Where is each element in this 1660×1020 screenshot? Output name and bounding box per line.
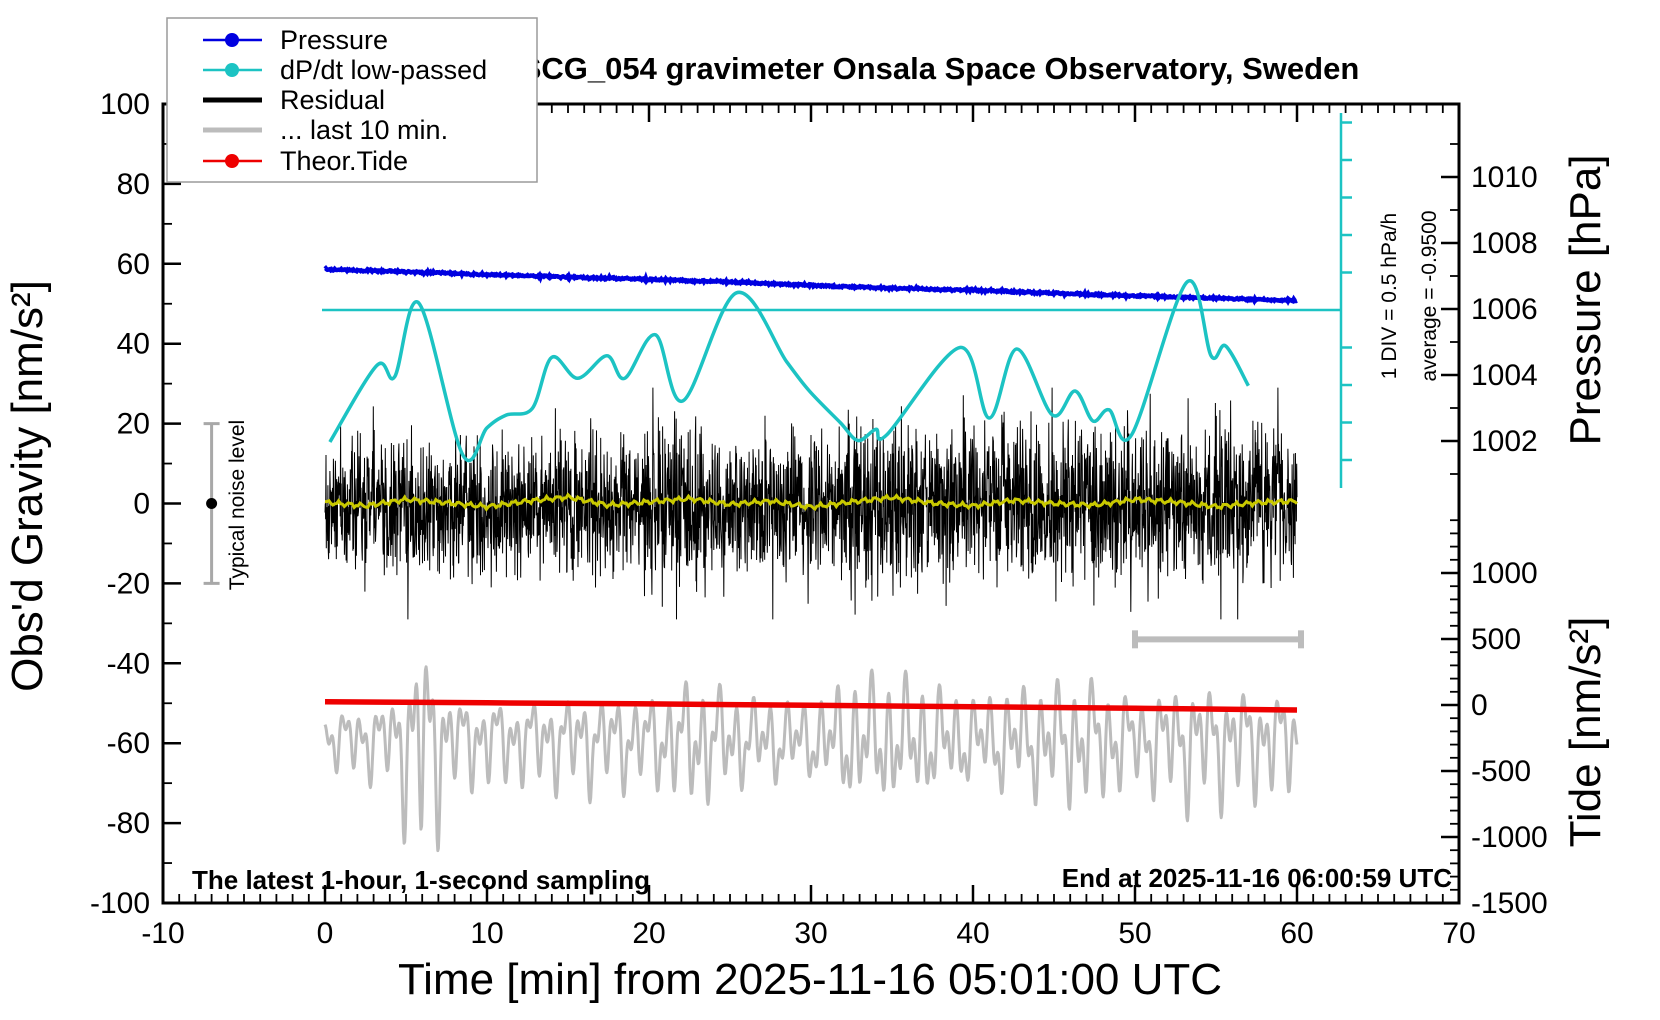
legend-entry-last10: ... last 10 min.: [203, 115, 448, 145]
y-left-tick-label: -60: [107, 727, 150, 760]
y-left-tick-label: 80: [117, 168, 150, 201]
legend-box: Pressure dP/dt low-passed Residual ... l…: [166, 17, 538, 183]
y-left-tick-label: 60: [117, 248, 150, 281]
pressure-axis-title: Pressure [hPa]: [1561, 154, 1610, 445]
typical-noise-errorbar: [203, 422, 220, 585]
residual-series: [324, 387, 1298, 620]
overlays-layer: [203, 113, 1352, 649]
x-axis-title: Time [min] from 2025-11-16 05:01:00 UTC: [398, 955, 1222, 1004]
div-scale-note: 1 DIV = 0.5 hPa/h: [1378, 213, 1401, 379]
tide-tick-label: -1500: [1471, 887, 1548, 920]
x-tick-label: 20: [632, 917, 665, 950]
y-left-tick-label: 100: [100, 88, 150, 121]
x-tick-label: 40: [956, 917, 989, 950]
y-left-axis-title: Obs'd Gravity [nm/s²]: [3, 280, 52, 692]
legend-label-dpdt: dP/dt low-passed: [280, 55, 487, 85]
pressure-tick-label: 1010: [1471, 161, 1538, 194]
pressure-tick-label: 1002: [1471, 425, 1538, 458]
end-time-note: End at 2025-11-16 06:00:59 UTC: [1062, 863, 1452, 893]
pressure-tick-label: 1004: [1471, 359, 1538, 392]
legend-entry-tide: Theor.Tide: [203, 146, 408, 176]
pressure-tick-label: 1006: [1471, 293, 1538, 326]
residual-lowpass-series: [324, 492, 1299, 512]
y-left-tick-label: 0: [133, 488, 150, 521]
x-tick-label: 70: [1442, 917, 1475, 950]
pressure-series: [323, 265, 1298, 307]
y-left-tick-label: 20: [117, 408, 150, 441]
noise-level-label: Typical noise level: [226, 420, 249, 590]
legend-entry-residual: Residual: [203, 85, 385, 115]
legend-entry-pressure: Pressure: [203, 25, 388, 55]
legend-label-pressure: Pressure: [280, 25, 388, 55]
last10-series: [323, 665, 1299, 853]
y-left-tick-label: -20: [107, 567, 150, 600]
x-tick-label: 30: [794, 917, 827, 950]
y-left-tick-label: -80: [107, 807, 150, 840]
tide-axis-title: Tide [nm/s²]: [1561, 617, 1610, 848]
x-tick-label: 10: [470, 917, 503, 950]
sampling-note: The latest 1-hour, 1-second sampling: [192, 865, 650, 895]
y-left-tick-label: -40: [107, 647, 150, 680]
legend-label-tide: Theor.Tide: [280, 146, 408, 176]
average-note: average = -0.9500: [1418, 210, 1441, 381]
legend-label-residual: Residual: [280, 85, 385, 115]
tide-tick-label: -1000: [1471, 821, 1548, 854]
x-tick-label: -10: [141, 917, 184, 950]
tide-tick-label: 1000: [1471, 557, 1538, 590]
tide-tick-label: 0: [1471, 689, 1488, 722]
legend-entry-dpdt: dP/dt low-passed: [203, 55, 487, 85]
dpdt-series: [328, 279, 1250, 463]
x-tick-label: 60: [1280, 917, 1313, 950]
axis-ticks: [161, 102, 1461, 905]
legend-label-last10: ... last 10 min.: [280, 115, 448, 145]
pressure-tick-label: 1008: [1471, 227, 1538, 260]
y-left-tick-label: -100: [90, 887, 150, 920]
tide-tick-label: -500: [1471, 755, 1531, 788]
x-tick-label: 0: [317, 917, 334, 950]
chart-title: SCG_054 gravimeter Onsala Space Observat…: [521, 51, 1360, 86]
last10-duration-bar: [1132, 630, 1304, 649]
curves-layer: [323, 265, 1299, 853]
y-left-tick-label: 40: [117, 328, 150, 361]
tide-series: [324, 698, 1298, 713]
x-tick-label: 50: [1118, 917, 1151, 950]
tide-tick-label: 500: [1471, 623, 1521, 656]
